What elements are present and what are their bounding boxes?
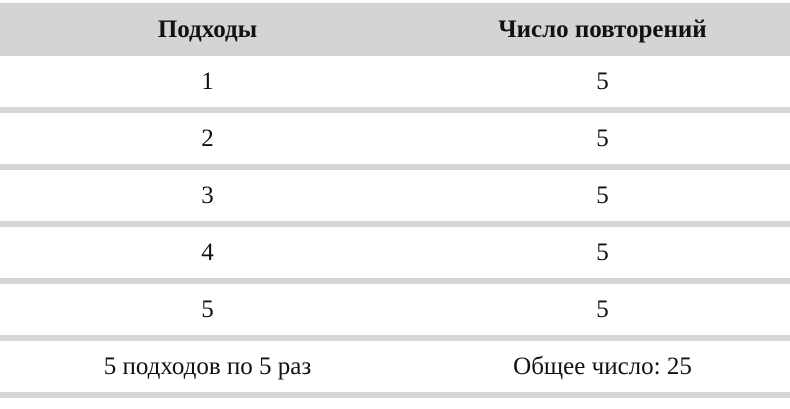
sets-cell: 5 подходов по 5 раз (103, 352, 312, 380)
reps-cell: Общее число: 25 (513, 352, 692, 380)
header-sets: Подходы (157, 15, 258, 43)
row-divider (0, 164, 790, 170)
reps-cell: 5 (596, 295, 609, 323)
sets-cell: 3 (201, 181, 214, 209)
table-total-row: 5 подходов по 5 раз Общее число: 25 (0, 341, 790, 392)
sets-cell: 5 (201, 295, 214, 323)
row-divider (0, 335, 790, 341)
row-divider (0, 107, 790, 113)
row-divider (0, 278, 790, 284)
sets-cell: 4 (201, 238, 214, 266)
reps-cell: 5 (596, 181, 609, 209)
table-header: Подходы Число повторений (0, 3, 790, 56)
row-divider (0, 221, 790, 227)
reps-cell: 5 (596, 238, 609, 266)
reps-cell: 5 (596, 124, 609, 152)
reps-cell: 5 (596, 67, 609, 95)
row-divider (0, 392, 790, 398)
sets-cell: 1 (201, 67, 214, 95)
header-reps: Число повторений (498, 15, 707, 43)
sets-cell: 2 (201, 124, 214, 152)
